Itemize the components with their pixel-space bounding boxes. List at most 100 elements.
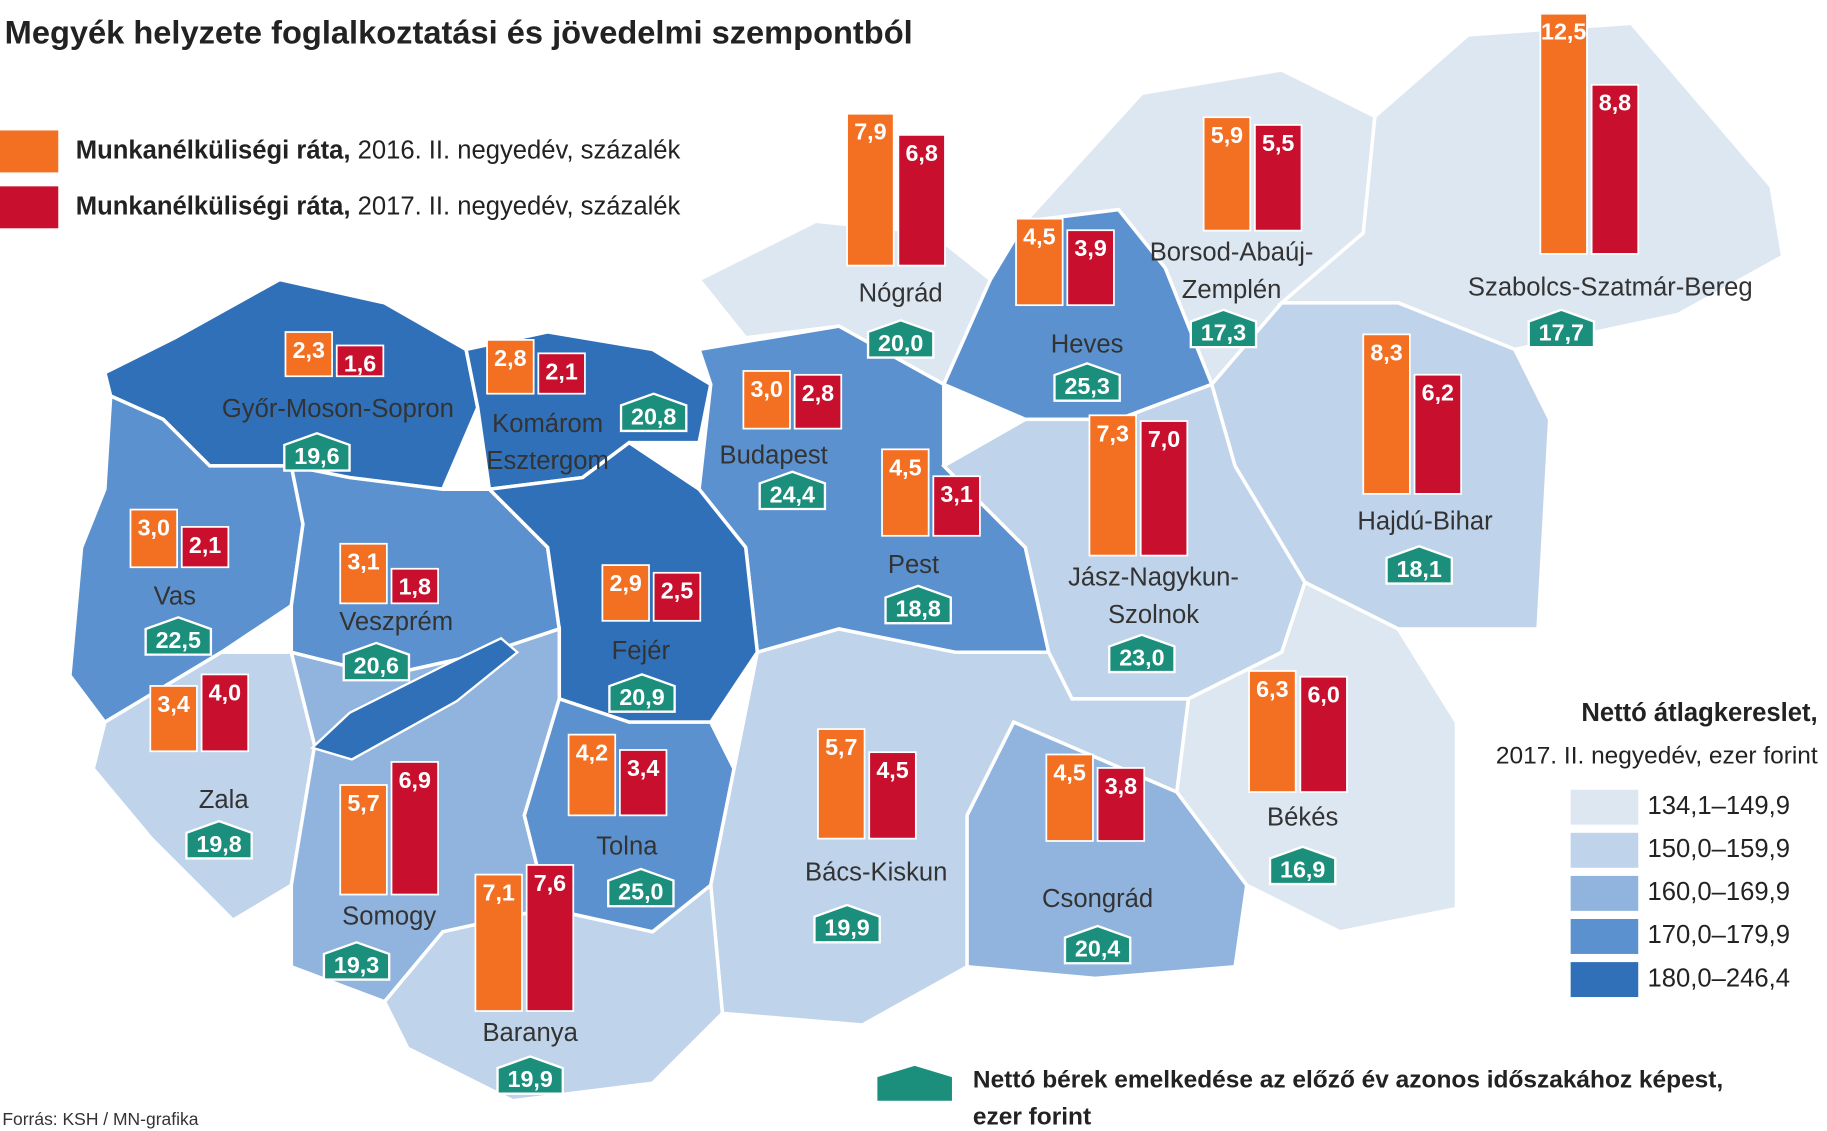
county-name: Nógrád (859, 279, 943, 307)
wage-badge (866, 319, 935, 359)
county-name: Heves (1051, 331, 1124, 359)
county-name: Tolna (596, 833, 658, 861)
wage-label: 25,3 (1064, 373, 1109, 399)
bar-label: 7,9 (854, 119, 886, 145)
county-name: Somogy (342, 903, 436, 931)
bar-label: 7,0 (1148, 426, 1180, 452)
wage-badge (875, 1063, 955, 1104)
bar-label: 3,1 (347, 549, 379, 575)
unemployment-bar (619, 749, 668, 817)
unemployment-bar (339, 542, 388, 605)
unemployment-bar (1045, 753, 1094, 842)
bar-label: 2,8 (802, 380, 834, 406)
wage-badge (185, 819, 253, 860)
wage-label: 16,9 (1280, 856, 1325, 882)
unemployment-bar (335, 344, 385, 378)
county-name: Budapest (720, 441, 828, 469)
shading-label: 160,0–169,9 (1648, 878, 1790, 906)
unemployment-bar (817, 728, 866, 840)
unemployment-bar (1362, 333, 1411, 495)
unemployment-bar (339, 784, 388, 896)
wage-badge (607, 867, 675, 908)
unemployment-bar (1413, 373, 1463, 495)
bar-label: 6,8 (905, 140, 937, 166)
wage-legend-label: ezer forint (973, 1104, 1091, 1131)
wage-badge (1053, 362, 1121, 402)
unemployment-bar (1590, 83, 1640, 255)
wage-label: 19,9 (507, 1066, 552, 1092)
wage-badge (144, 616, 213, 656)
shading-subtitle: 2017. II. negyedév, ezer forint (1496, 743, 1818, 770)
wage-label: 20,6 (354, 653, 399, 679)
lake-balaton (309, 636, 520, 761)
unemployment-bar (742, 370, 791, 430)
shading-label: 180,0–246,4 (1648, 964, 1790, 992)
county-name: Zala (199, 786, 250, 814)
wage-label: 17,3 (1201, 319, 1246, 345)
wage-legend-label: Nettó bérek emelkedése az előző év azono… (973, 1066, 1723, 1093)
wage-badge (1527, 308, 1596, 349)
bar-label: 6,3 (1256, 676, 1288, 702)
unemployment-bar (180, 526, 230, 569)
bar-label: 3,8 (1105, 773, 1137, 799)
unemployment-bar (1202, 116, 1252, 232)
wage-badge (758, 470, 827, 511)
shading-label: 150,0–159,9 (1648, 835, 1790, 863)
wage-label: 19,9 (824, 915, 869, 941)
bar-label: 6,0 (1307, 682, 1339, 708)
county-name: Komárom (492, 410, 603, 438)
bar-label: 1,6 (344, 350, 376, 376)
unemployment-bar (149, 685, 198, 753)
wage-label: 20,9 (619, 684, 664, 710)
wage-label: 17,7 (1539, 319, 1584, 345)
shading-swatch (1570, 789, 1639, 825)
shading-swatch (1570, 875, 1639, 911)
county-name: Hajdú-Bihar (1357, 508, 1493, 536)
unemployment-bar (1096, 767, 1146, 842)
bar-label: 4,2 (576, 740, 608, 766)
legend-label-bold: Munkanélküliségi ráta, (76, 136, 351, 164)
unemployment-bar (868, 751, 917, 840)
bar-label: 12,5 (1541, 19, 1586, 45)
county-name: Szolnok (1108, 601, 1199, 629)
legend-label-bold: Munkanélküliségi ráta, (76, 192, 351, 220)
legend-label: Munkanélküliségi ráta, 2016. II. negyedé… (76, 136, 681, 164)
bar-label: 3,4 (157, 691, 189, 717)
wage-badge (1385, 545, 1453, 585)
bar-label: 7,1 (483, 880, 515, 906)
wage-badge (619, 392, 688, 433)
unemployment-bar (1539, 12, 1588, 255)
source: Forrás: KSH / MN-grafika (2, 1109, 198, 1129)
wage-badge (608, 673, 676, 713)
wage-badge (813, 903, 881, 944)
title: Megyék helyzete foglalkoztatási és jöved… (5, 14, 913, 51)
bar-label: 4,5 (1023, 224, 1055, 250)
wage-label: 20,4 (1075, 936, 1120, 962)
bar-label: 2,1 (189, 532, 221, 558)
unemployment-bar (1299, 675, 1348, 793)
unemployment-bar (601, 564, 650, 622)
wage-badge (322, 941, 391, 981)
county-name: Baranya (482, 1019, 578, 1047)
bar-label: 8,8 (1599, 90, 1631, 116)
legend-label-rest: 2017. II. negyedév, százalék (350, 192, 680, 220)
county-name: Pest (888, 551, 939, 579)
county-name: Esztergom (486, 447, 608, 475)
unemployment-bar (129, 508, 178, 569)
wage-label: 24,4 (770, 481, 815, 507)
shading-title: Nettó átlagkereslet, (1581, 699, 1817, 727)
wage-label: 19,3 (334, 952, 379, 978)
bar-label: 3,4 (627, 755, 659, 781)
wage-badge (884, 584, 952, 625)
unemployment-bar (932, 475, 981, 537)
shading-swatch (1570, 962, 1639, 998)
bar-label: 1,8 (399, 574, 431, 600)
unemployment-bar (652, 571, 702, 622)
wage-badge (1063, 924, 1132, 965)
bar-label: 5,9 (1211, 122, 1243, 148)
unemployment-bar (1254, 124, 1303, 232)
unemployment-bar (846, 112, 895, 267)
unemployment-bar (1066, 229, 1115, 307)
unemployment-bar (200, 673, 250, 753)
shading-label: 170,0–179,9 (1648, 921, 1790, 949)
